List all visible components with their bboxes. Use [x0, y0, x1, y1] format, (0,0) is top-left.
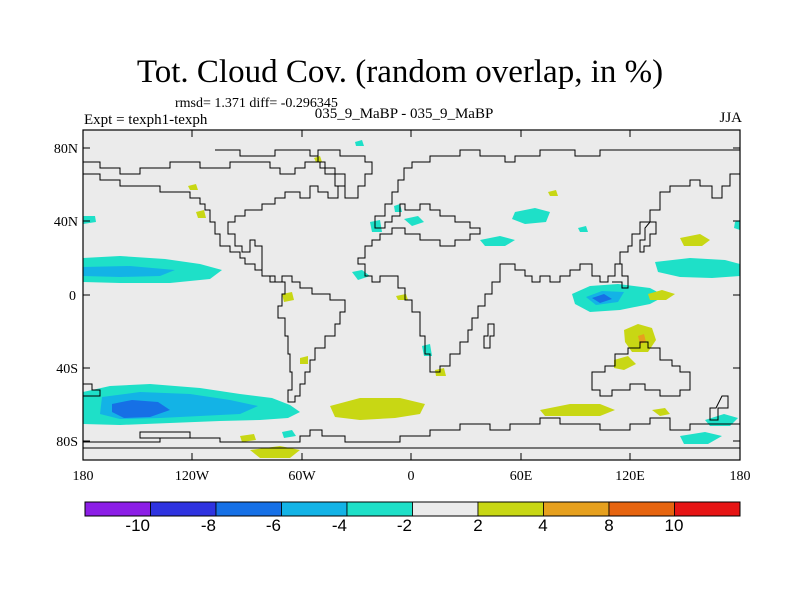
contour-pos-north-america: [196, 210, 206, 218]
contour-pos-north-america-2: [188, 184, 198, 190]
season-label: JJA: [719, 110, 742, 126]
lat-tick-label: 80N: [54, 142, 78, 157]
colorbar-frame: [84, 501, 741, 517]
coastline-japan: [639, 221, 657, 253]
colorbar-swatch: [84, 501, 151, 517]
colorbar-swatch: [215, 501, 282, 517]
colorbar-label: -2: [397, 516, 412, 535]
contour-neg-ocean-dot: [578, 226, 588, 232]
lat-tick-label: 80S: [56, 435, 78, 450]
contour-pos-south-america-tip: [300, 356, 308, 364]
contour-pos-australia-west: [614, 356, 636, 370]
contour-neg-north-atlantic: [512, 208, 550, 224]
colorbar-label: -8: [201, 516, 216, 535]
contour-pos-southern-ocean: [652, 408, 670, 416]
coastline-madagascar: [483, 323, 495, 349]
contour-pos-west-pacific: [680, 234, 710, 246]
coastline-americas: [83, 161, 346, 403]
lon-tick-label: 180: [73, 469, 94, 484]
contour-neg-scandinavia: [404, 216, 424, 226]
lat-tick-label: 40S: [56, 362, 78, 377]
colorbar-label: 4: [538, 516, 547, 535]
contour-pos-south-atlantic: [330, 398, 425, 420]
colorbar-swatch: [346, 501, 413, 517]
contour-neg-antarctic: [282, 430, 296, 438]
lat-tick-label: 0: [69, 289, 76, 304]
contour-pos-antarctic: [250, 446, 300, 458]
lon-tick-label: 60E: [510, 469, 533, 484]
contour-pos-south-indian: [540, 404, 615, 416]
contour-neg-southern-ocean: [680, 432, 722, 444]
colorbar-label: 2: [473, 516, 482, 535]
contour-pos-antarctic-2: [240, 434, 256, 442]
colorbar-swatch: [150, 501, 217, 517]
map-title: Tot. Cloud Cov. (random overlap, in %): [136, 54, 664, 90]
contour-neg-atlantic-tiny: [352, 270, 370, 280]
contour-pos-asia-small: [548, 190, 558, 196]
lat-tick-label: 40N: [54, 215, 78, 230]
contour-neg-south-pacific-core: [112, 400, 170, 418]
lon-tick-label: 180: [730, 469, 751, 484]
coastline-asia-inner: [612, 263, 629, 289]
axis-ticks: [83, 130, 740, 460]
lon-tick-label: 120W: [175, 469, 210, 484]
contour-neg-east-pacific-small: [734, 220, 740, 230]
coastline-greenland: [317, 149, 373, 199]
colorbar-swatch: [281, 501, 348, 517]
colorbar-swatch: [674, 501, 741, 517]
contour-neg-southern-ocean-2: [705, 414, 738, 426]
contour-neg-tropical-pacific-inner: [83, 266, 175, 277]
contour-neg-west-pacific-small: [83, 216, 96, 224]
coastline-australia: [591, 341, 691, 397]
colorbar-label: -10: [125, 516, 150, 535]
colorbar-label: 10: [665, 516, 684, 535]
coastline-antarctic-peninsula: [139, 431, 191, 439]
rmsd-diff-stats: rmsd= 1.371 diff= -0.296345: [175, 96, 338, 111]
lon-tick-label: 60W: [288, 469, 316, 484]
contour-pos-indian-ocean: [648, 290, 675, 300]
case-label: 035_9_MaBP - 035_9_MaBP: [314, 106, 494, 122]
lon-tick-label: 0: [408, 469, 415, 484]
coastline-antarctica: [83, 383, 740, 443]
contour-neg-atlantic-small: [480, 236, 515, 246]
difference-contours: [83, 140, 740, 458]
colorbar-swatch: [477, 501, 544, 517]
colorbar: [84, 501, 741, 517]
coastlines: [83, 149, 740, 449]
colorbar-swatch: [412, 501, 479, 517]
lon-tick-label: 120E: [615, 469, 645, 484]
colorbar-label: -4: [332, 516, 347, 535]
experiment-label: Expt = texph1-texph: [84, 112, 208, 128]
coastline-new-zealand: [709, 395, 729, 421]
contour-neg-iberia: [370, 220, 382, 232]
colorbar-swatch: [608, 501, 675, 517]
coastline-eurasia-africa: [357, 149, 740, 373]
colorbar-label: -6: [266, 516, 281, 535]
contour-neg-arctic: [355, 140, 364, 146]
contour-neg-west-pacific: [655, 258, 740, 278]
colorbar-label: 8: [604, 516, 613, 535]
contour-neg-indian-ocean-core: [592, 294, 612, 303]
coastline-north-arctic: [215, 149, 318, 157]
colorbar-swatch: [543, 501, 610, 517]
